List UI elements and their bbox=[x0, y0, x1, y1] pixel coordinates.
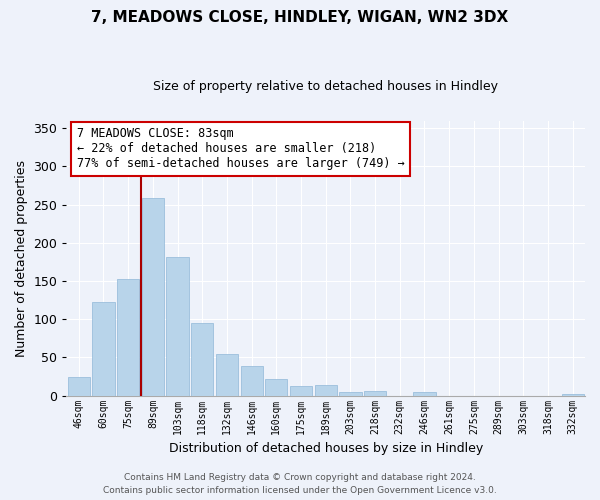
Title: Size of property relative to detached houses in Hindley: Size of property relative to detached ho… bbox=[153, 80, 498, 93]
Text: 7 MEADOWS CLOSE: 83sqm
← 22% of detached houses are smaller (218)
77% of semi-de: 7 MEADOWS CLOSE: 83sqm ← 22% of detached… bbox=[77, 128, 404, 170]
Bar bbox=[68, 376, 90, 396]
Bar bbox=[92, 302, 115, 396]
Bar bbox=[364, 391, 386, 396]
X-axis label: Distribution of detached houses by size in Hindley: Distribution of detached houses by size … bbox=[169, 442, 483, 455]
Bar bbox=[562, 394, 584, 396]
Text: 7, MEADOWS CLOSE, HINDLEY, WIGAN, WN2 3DX: 7, MEADOWS CLOSE, HINDLEY, WIGAN, WN2 3D… bbox=[91, 10, 509, 25]
Bar bbox=[166, 258, 188, 396]
Bar bbox=[265, 379, 287, 396]
Bar bbox=[191, 323, 214, 396]
Bar bbox=[314, 385, 337, 396]
Bar bbox=[216, 354, 238, 396]
Bar bbox=[413, 392, 436, 396]
Text: Contains HM Land Registry data © Crown copyright and database right 2024.
Contai: Contains HM Land Registry data © Crown c… bbox=[103, 473, 497, 495]
Bar bbox=[290, 386, 312, 396]
Bar bbox=[142, 198, 164, 396]
Bar bbox=[340, 392, 362, 396]
Y-axis label: Number of detached properties: Number of detached properties bbox=[15, 160, 28, 356]
Bar bbox=[241, 366, 263, 396]
Bar bbox=[117, 278, 139, 396]
